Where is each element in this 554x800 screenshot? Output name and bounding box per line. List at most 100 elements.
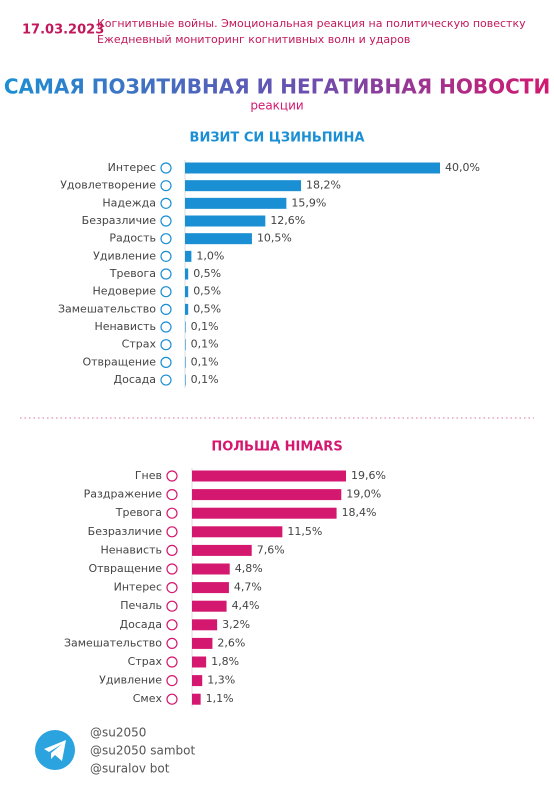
emotion-icon <box>160 197 172 209</box>
category-label: Досада <box>120 618 162 631</box>
bar <box>192 563 230 575</box>
handle: @suralov bot <box>90 762 170 776</box>
value-label: 0,1% <box>191 338 219 351</box>
bar <box>192 507 337 519</box>
emotion-icon <box>166 470 178 482</box>
emotion-icon <box>166 544 178 557</box>
category-label: Безразличие <box>82 214 157 227</box>
value-label: 19,0% <box>346 488 381 501</box>
emotion-icon <box>166 619 178 631</box>
value-label: 40,0% <box>445 161 480 174</box>
emotion-icon <box>160 356 172 368</box>
bar <box>192 526 283 538</box>
bar <box>192 637 213 649</box>
value-label: 1,1% <box>206 692 234 705</box>
emotion-icon <box>166 507 178 519</box>
emotion-icon <box>160 250 172 262</box>
emotion-icon <box>166 637 178 650</box>
telegram-icon <box>35 730 75 770</box>
bar <box>185 286 189 298</box>
emotion-icon <box>160 303 172 315</box>
category-label: Страх <box>128 655 163 668</box>
value-label: 0,5% <box>193 285 221 298</box>
value-label: 0,5% <box>193 302 221 315</box>
emotion-icon <box>166 674 178 687</box>
emotion-icon <box>166 489 178 501</box>
category-label: Радость <box>109 232 156 245</box>
category-label: Тревога <box>115 506 162 519</box>
header-line: Когнитивные войны. Эмоциональная реакция… <box>97 17 526 30</box>
value-label: 0,1% <box>191 320 219 333</box>
bar <box>192 470 346 482</box>
value-label: 10,5% <box>257 232 292 245</box>
value-label: 19,6% <box>351 469 386 482</box>
value-label: 1,8% <box>211 655 239 668</box>
chart-title: ВИЗИТ СИ ЦЗИНЬПИНА <box>190 131 365 146</box>
category-label: Замешательство <box>64 636 162 649</box>
bar <box>185 321 186 333</box>
category-label: Отвращение <box>82 355 156 368</box>
bar <box>185 162 440 174</box>
category-label: Надежда <box>102 196 156 209</box>
value-label: 4,4% <box>232 599 260 612</box>
bar <box>185 268 189 280</box>
bar <box>192 582 229 594</box>
category-label: Удовлетворение <box>60 179 156 192</box>
category-label: Замешательство <box>58 302 156 315</box>
value-label: 15,9% <box>291 196 326 209</box>
value-label: 4,8% <box>235 562 263 575</box>
header-line: Ежедневный мониторинг когнитивных волн и… <box>97 33 410 46</box>
date: 17.03.2023 <box>22 23 104 38</box>
value-label: 7,6% <box>257 543 285 556</box>
bar <box>192 693 201 705</box>
emotion-icon <box>166 526 178 538</box>
category-label: Интерес <box>114 581 162 594</box>
emotion-icon <box>160 339 172 351</box>
emotion-icon <box>160 321 172 333</box>
main-title: САМАЯ ПОЗИТИВНАЯ И НЕГАТИВНАЯ НОВОСТИ <box>4 75 550 99</box>
emotion-icon <box>160 268 172 280</box>
bar <box>192 656 207 668</box>
category-label: Ненависть <box>94 320 156 333</box>
emotion-icon <box>160 180 172 192</box>
handle: @su2050 <box>90 726 146 740</box>
bar <box>192 544 252 556</box>
bar <box>192 489 342 501</box>
category-label: Печаль <box>120 599 162 612</box>
value-label: 0,5% <box>193 267 221 280</box>
bar <box>185 339 186 351</box>
value-label: 18,4% <box>342 506 377 519</box>
emotion-icon <box>160 233 172 245</box>
value-label: 11,5% <box>287 525 322 538</box>
bar <box>185 197 287 209</box>
bar <box>192 600 227 612</box>
emotion-icon <box>160 374 172 386</box>
category-label: Удивление <box>99 674 162 687</box>
value-label: 12,6% <box>270 214 305 227</box>
category-label: Смех <box>133 692 163 705</box>
value-label: 0,1% <box>191 373 219 386</box>
category-label: Раздражение <box>84 488 163 501</box>
bar <box>185 303 189 315</box>
value-label: 4,7% <box>234 581 262 594</box>
value-label: 18,2% <box>306 179 341 192</box>
value-label: 1,0% <box>196 249 224 262</box>
category-label: Страх <box>122 338 157 351</box>
category-label: Недоверие <box>92 285 156 298</box>
emotion-icon <box>160 286 172 298</box>
bar <box>185 180 302 192</box>
value-label: 2,6% <box>217 636 245 649</box>
emotion-icon <box>166 563 178 575</box>
bar <box>185 374 186 386</box>
category-label: Интерес <box>108 161 156 174</box>
value-label: 3,2% <box>222 618 250 631</box>
chart-title: ПОЛЬША HIMARS <box>211 440 342 455</box>
value-label: 1,3% <box>207 674 235 687</box>
emotion-icon <box>160 162 172 174</box>
category-label: Удивление <box>93 249 156 262</box>
emotion-icon <box>166 581 178 594</box>
category-label: Гнев <box>135 469 162 482</box>
bar <box>185 233 252 245</box>
